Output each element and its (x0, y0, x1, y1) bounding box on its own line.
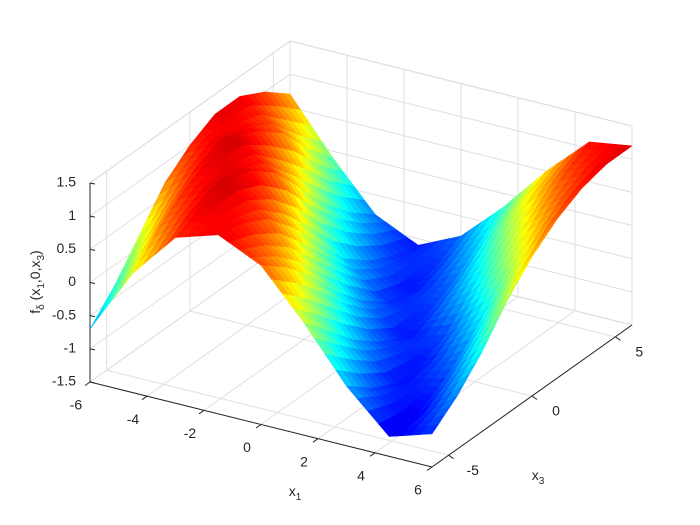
grid-line (106, 369, 449, 456)
z-tick-label: 0.5 (57, 240, 77, 256)
z-tick (89, 348, 96, 351)
label-part: x (289, 483, 296, 499)
x-axis-label: x1 (289, 483, 302, 503)
label-part: x (532, 467, 539, 483)
label-part: (x (27, 289, 43, 305)
label-subscript: δ (36, 304, 47, 310)
z-tick-label: -0.5 (52, 306, 76, 322)
x-tick-label: 4 (357, 468, 365, 484)
label-subscript: 1 (36, 283, 47, 289)
y-tick (531, 395, 538, 400)
z-tick (89, 315, 96, 318)
y-tick (615, 336, 621, 341)
x-tick-label: 2 (300, 453, 308, 469)
grid-line (289, 140, 633, 226)
y-tick (448, 454, 454, 460)
axes: -6 -4 -2 0 2 4 6 -5 0 5 -1.5 -1 -0.5 0 0.5 1 1.5 (52, 174, 644, 498)
y-axis-label: x3 (532, 467, 545, 487)
grid-line (89, 40, 291, 184)
z-tick (89, 182, 96, 185)
label-subscript: 3 (36, 255, 47, 261)
grid-line (289, 73, 633, 160)
x-tick-label: 0 (243, 439, 251, 455)
surface-patch (420, 424, 439, 435)
y-tick-label: 0 (552, 403, 560, 419)
x-tick-label: -6 (70, 397, 83, 413)
z-tick-label: 0 (68, 273, 76, 289)
surface (89, 91, 633, 437)
x-tick (84, 381, 91, 386)
label-part: ) (27, 250, 43, 255)
z-tick-label: -1.5 (52, 373, 76, 389)
z-axis-label: fδ (x1,0,x3) (27, 250, 47, 313)
z-tick (89, 381, 96, 384)
x-tick (312, 438, 319, 443)
label-subscript: 3 (539, 476, 545, 487)
label-part: f (27, 310, 43, 314)
label-subscript: 1 (296, 492, 302, 503)
x-tick (141, 395, 148, 401)
z-tick (89, 248, 96, 251)
label-part: ,0,x (27, 261, 43, 284)
y-tick-label: -5 (466, 462, 479, 478)
x-tick (198, 409, 205, 415)
x-tick (369, 452, 376, 457)
grid-line (289, 40, 633, 127)
y-tick-label: 5 (635, 344, 643, 360)
z-tick-label: 1 (68, 207, 76, 223)
z-tick (89, 282, 96, 284)
grid-line (89, 239, 291, 383)
z-tick-label: -1 (64, 340, 77, 356)
x-tick (426, 466, 433, 471)
x-tick (255, 424, 262, 429)
x-tick-label: -4 (127, 411, 140, 427)
x-tick-label: -2 (184, 425, 197, 441)
z-tick (89, 215, 96, 218)
x-tick-label: 6 (414, 482, 422, 498)
z-tick-label: 1.5 (57, 174, 77, 190)
